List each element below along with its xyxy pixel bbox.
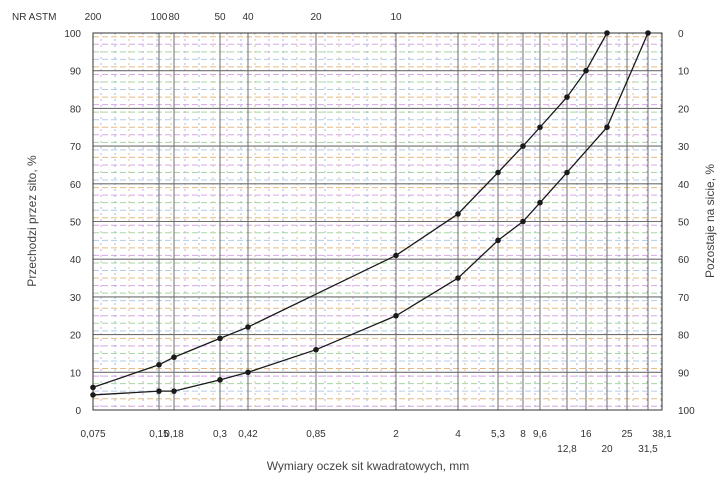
- x-tick-label: 0,85: [306, 429, 326, 440]
- y-tick-label-right: 70: [678, 293, 690, 304]
- x-tick-label: 0,3: [213, 429, 227, 440]
- x-tick-label: 20: [601, 444, 613, 455]
- series-point: [245, 370, 251, 376]
- series-point: [171, 354, 177, 360]
- series-point: [495, 170, 501, 176]
- series-point: [217, 336, 223, 342]
- series-point: [393, 313, 399, 319]
- series-point: [520, 143, 526, 149]
- series-point: [520, 219, 526, 225]
- y-tick-label: 0: [75, 406, 81, 417]
- series-point: [583, 68, 589, 74]
- x-tick-label: 25: [621, 429, 633, 440]
- y-tick-label: 100: [64, 29, 81, 40]
- y-tick-label: 70: [70, 142, 82, 153]
- series-point: [537, 124, 543, 130]
- series-point: [171, 388, 177, 394]
- y-tick-label-right: 10: [678, 67, 690, 78]
- x-tick-label: 31,5: [638, 444, 658, 455]
- y-tick-label: 80: [70, 104, 82, 115]
- y-tick-label: 20: [70, 331, 82, 342]
- y-tick-label-right: 20: [678, 104, 690, 115]
- series-point: [217, 377, 223, 383]
- x-tick-label-top: 50: [214, 12, 226, 23]
- y-axis-title: Przechodzi przez sito, %: [25, 155, 39, 287]
- x-tick-label: 5,3: [491, 429, 505, 440]
- y-tick-label-right: 50: [678, 218, 690, 229]
- series-point: [90, 392, 96, 398]
- y-tick-label-right: 80: [678, 331, 690, 342]
- y-axis-title-right: Pozostaje na sicie, %: [703, 164, 717, 278]
- x-tick-label: 2: [393, 429, 399, 440]
- x-tick-label: 0,075: [80, 429, 105, 440]
- x-tick-label: 4: [455, 429, 461, 440]
- series-point: [90, 385, 96, 391]
- x-tick-label: 16: [580, 429, 592, 440]
- x-tick-label: 0,18: [164, 429, 184, 440]
- series-point: [564, 170, 570, 176]
- y-tick-label-right: 90: [678, 368, 690, 379]
- y-tick-label: 30: [70, 293, 82, 304]
- series-point: [455, 275, 461, 281]
- y-tick-label-right: 0: [678, 29, 684, 40]
- x-tick-label: 0,42: [238, 429, 258, 440]
- series-point: [156, 388, 162, 394]
- y-tick-label: 90: [70, 67, 82, 78]
- top-axis-label: NR ASTM: [12, 12, 56, 23]
- x-tick-label-top: 10: [390, 12, 402, 23]
- x-tick-label-top: 20: [310, 12, 322, 23]
- y-tick-label-right: 60: [678, 255, 690, 266]
- x-axis-title: Wymiary oczek sit kwadratowych, mm: [267, 459, 470, 473]
- y-tick-label-right: 100: [678, 406, 695, 417]
- y-tick-label: 60: [70, 180, 82, 191]
- series-point: [156, 362, 162, 368]
- series-point: [604, 30, 610, 36]
- x-tick-label-top: 80: [168, 12, 180, 23]
- series-point: [537, 200, 543, 206]
- x-tick-label-top: 40: [242, 12, 254, 23]
- x-tick-label: 12,8: [557, 444, 577, 455]
- series-point: [564, 94, 570, 100]
- x-tick-label-top: 200: [85, 12, 102, 23]
- series-point: [495, 238, 501, 244]
- series-point: [604, 124, 610, 130]
- y-tick-label-right: 30: [678, 142, 690, 153]
- y-tick-label: 40: [70, 255, 82, 266]
- x-tick-label: 38,1: [652, 429, 672, 440]
- y-tick-label: 10: [70, 368, 82, 379]
- series-point: [313, 347, 319, 353]
- series-point: [393, 253, 399, 259]
- series-point: [245, 324, 251, 330]
- y-tick-label: 50: [70, 218, 82, 229]
- series-point: [645, 30, 651, 36]
- series-line: [93, 33, 648, 395]
- y-tick-label-right: 40: [678, 180, 690, 191]
- series-point: [455, 211, 461, 217]
- x-tick-label-top: 100: [151, 12, 168, 23]
- x-tick-label: 9,6: [533, 429, 547, 440]
- x-tick-label: 8: [520, 429, 526, 440]
